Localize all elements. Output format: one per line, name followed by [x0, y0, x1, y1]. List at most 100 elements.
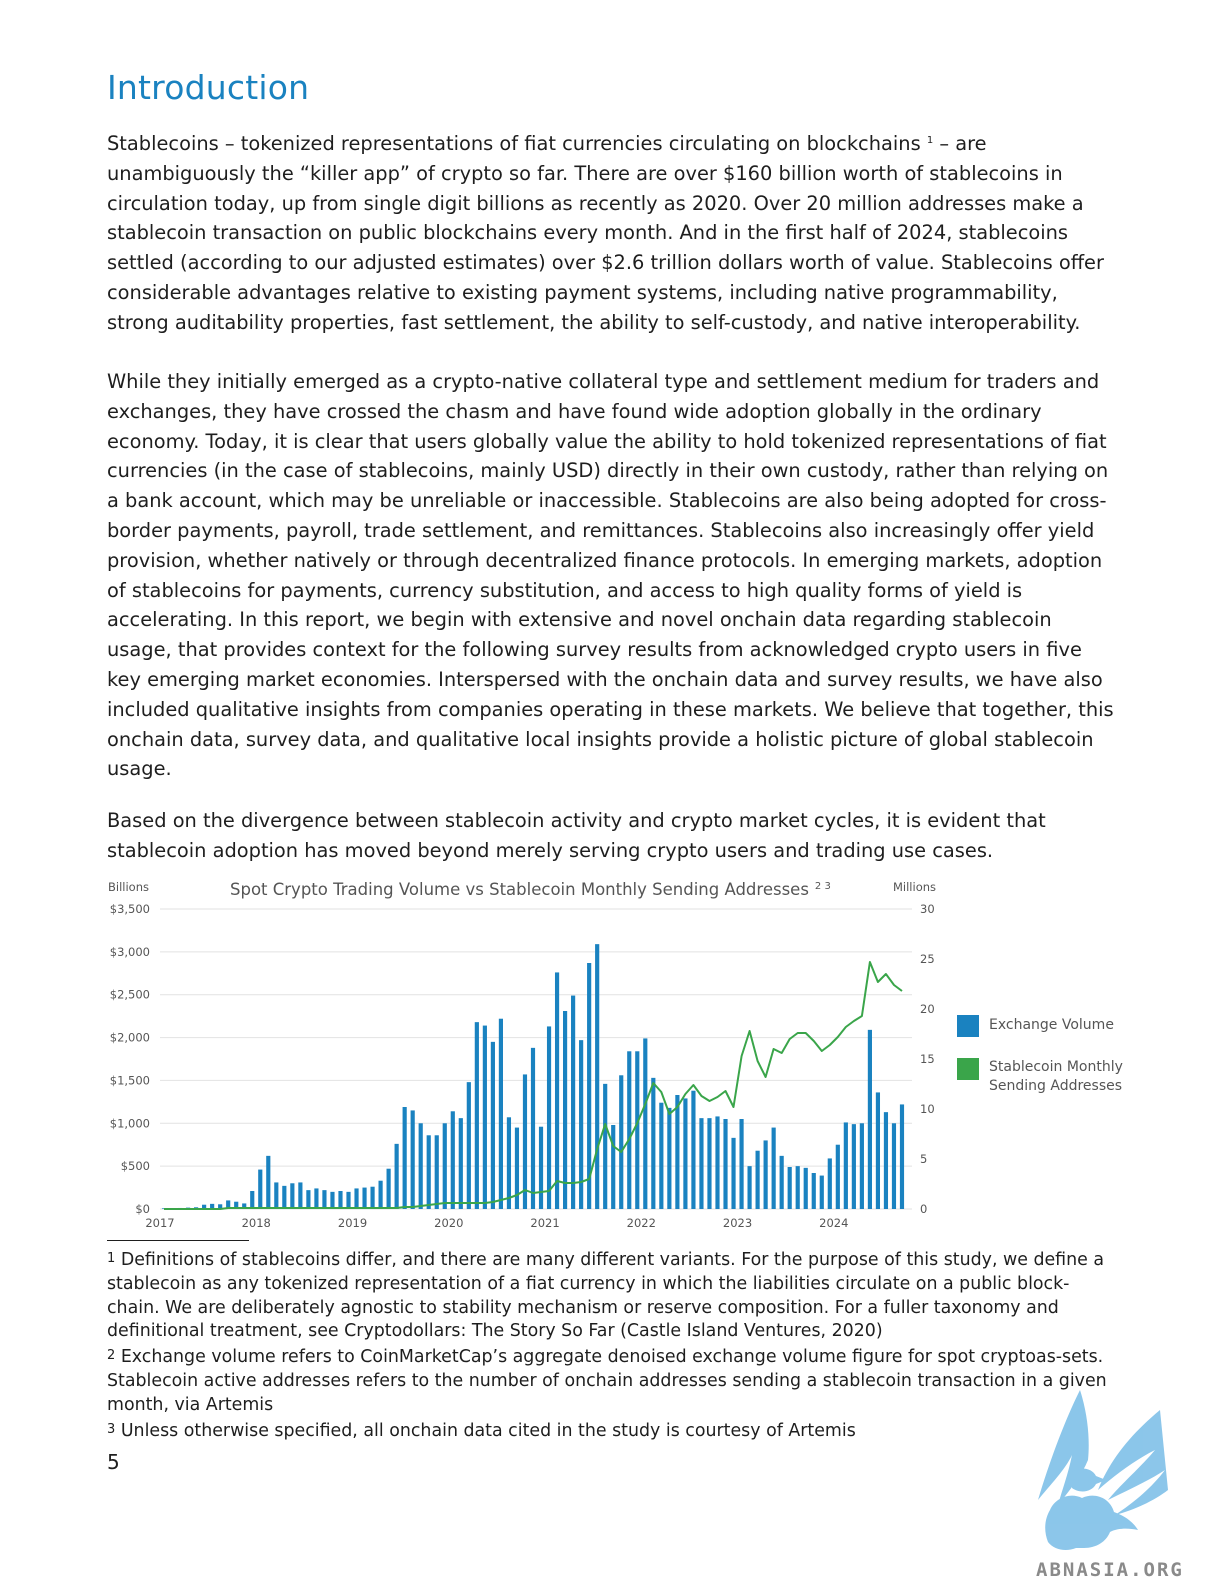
legend-swatch-exchange-volume [957, 1015, 979, 1037]
exchange-volume-bar [266, 1155, 271, 1209]
exchange-volume-bar [843, 1122, 848, 1209]
x-axis-tick-label: 2024 [819, 1216, 848, 1230]
exchange-volume-bar [579, 1040, 584, 1209]
stablecoin-addresses-line-path [164, 961, 903, 1210]
footnotes: 1 Definitions of stablecoins differ, and… [107, 1247, 1117, 1443]
left-axis-tick-label: $3,500 [110, 902, 150, 916]
exchange-volume-bar [795, 1166, 800, 1209]
exchange-volume-bar [803, 1167, 808, 1209]
stablecoin-addresses-line [164, 961, 903, 1210]
exchange-volume-bar [819, 1175, 824, 1209]
exchange-volume-bar [875, 1092, 881, 1209]
exchange-volume-bar [338, 1191, 343, 1209]
exchange-volume-bar [394, 1143, 399, 1209]
exchange-volume-bar [442, 1123, 447, 1209]
left-axis-tick-label: $500 [121, 1159, 150, 1173]
exchange-volume-bar [370, 1186, 375, 1209]
exchange-volume-bar [514, 1127, 520, 1209]
exchange-volume-bar [899, 1104, 905, 1209]
exchange-volume-bar [627, 1051, 632, 1209]
paragraph-adoption: While they initially emerged as a crypto… [107, 370, 1114, 781]
exchange-volume-bar [563, 1011, 568, 1209]
exchange-volume-bar [811, 1173, 816, 1209]
exchange-volume-bar [635, 1051, 640, 1209]
exchange-volume-bar [466, 1082, 471, 1209]
footnote-1-mark: 1 [107, 1251, 116, 1266]
exchange-volume-bar [643, 1038, 648, 1209]
exchange-volume-bar [691, 1090, 696, 1209]
exchange-volume-bar [306, 1190, 311, 1209]
left-axis-tick-label: $1,000 [110, 1116, 150, 1130]
exchange-volume-bar [891, 1123, 897, 1209]
exchange-volume-bar [723, 1119, 728, 1209]
legend-label-exchange-volume: Exchange Volume [989, 1017, 1114, 1033]
exchange-volume-bar [282, 1185, 287, 1209]
footnote-1: 1 Definitions of stablecoins differ, and… [107, 1247, 1117, 1344]
right-axis-tick-label: 15 [920, 1052, 935, 1066]
x-axis-tick-label: 2018 [242, 1216, 271, 1230]
exchange-volume-bar [859, 1123, 864, 1209]
exchange-volume-bar [546, 1026, 552, 1209]
x-axis-tick-label: 2023 [723, 1216, 752, 1230]
exchange-volume-bar [426, 1135, 431, 1209]
paragraph-intro-text-end: – are unambiguously the “killer app” of … [107, 132, 1104, 334]
exchange-volume-bar [595, 944, 600, 1209]
griffin-icon [1038, 1390, 1168, 1550]
exchange-volume-bar [883, 1112, 889, 1209]
exchange-volume-bar [675, 1095, 680, 1209]
watermark-logo: ABNASIA.ORG [1036, 1390, 1184, 1581]
x-axis-tick-label: 2019 [338, 1216, 367, 1230]
exchange-volume-bar [410, 1110, 415, 1209]
exchange-volume-bar [242, 1203, 247, 1209]
exchange-volume-bar [699, 1118, 704, 1209]
chart-legend: Exchange Volume Stablecoin Monthly Sendin… [957, 1015, 1123, 1094]
exchange-volume-bar [867, 1029, 872, 1209]
exchange-volume-bar [234, 1201, 239, 1209]
exchange-volume-bar [715, 1116, 720, 1209]
exchange-volume-bar [779, 1155, 784, 1209]
exchange-volume-bar [771, 1127, 776, 1209]
exchange-volume-bar [402, 1107, 407, 1209]
exchange-volume-bar [218, 1204, 223, 1209]
exchange-volume-bar [530, 1047, 536, 1209]
exchange-volume-bar [603, 1083, 608, 1209]
exchange-volume-bar [787, 1167, 792, 1209]
exchange-volume-bar [362, 1187, 367, 1209]
exchange-volume-bar [554, 972, 560, 1209]
paragraph-intro: Stablecoins – tokenized representations … [107, 129, 1117, 338]
exchange-volume-bar [763, 1140, 768, 1209]
footnote-ref-1[interactable]: 1 [926, 135, 934, 146]
exchange-volume-bar [418, 1123, 423, 1209]
watermark-text: ABNASIA.ORG [1036, 1559, 1184, 1581]
exchange-volume-bars [161, 944, 905, 1209]
page-number: 5 [107, 1450, 120, 1474]
exchange-volume-bar [498, 1018, 503, 1209]
page-title: Introduction [107, 68, 310, 107]
left-axis-tick-label: $1,500 [110, 1073, 150, 1087]
exchange-volume-bar [506, 1117, 512, 1209]
x-axis-tick-label: 2020 [434, 1216, 463, 1230]
exchange-volume-bar [851, 1124, 856, 1209]
legend-swatch-stablecoin-addresses [957, 1058, 979, 1080]
exchange-volume-bar [835, 1144, 840, 1209]
legend-label-stablecoin-line1: Stablecoin Monthly [989, 1059, 1123, 1075]
left-axis-tick-label: $3,000 [110, 945, 150, 959]
exchange-volume-bar [346, 1191, 351, 1209]
x-axis-tick-label: 2021 [530, 1216, 559, 1230]
exchange-volume-bar [490, 1041, 495, 1209]
footnote-3: 3 Unless otherwise specified, all onchai… [107, 1418, 1117, 1444]
exchange-volume-bar [210, 1203, 215, 1209]
right-axis-tick-label: 5 [920, 1152, 927, 1166]
exchange-volume-bar [258, 1169, 263, 1209]
exchange-volume-bar [330, 1191, 335, 1209]
exchange-volume-bar [434, 1135, 439, 1209]
chart-title-refs: 2 3 [815, 881, 831, 892]
exchange-volume-bar [683, 1098, 688, 1209]
right-axis-tick-label: 0 [920, 1202, 927, 1216]
right-axis-tick-label: 25 [920, 952, 935, 966]
left-axis-label: Billions [108, 880, 149, 894]
exchange-volume-bar [474, 1022, 479, 1209]
exchange-volume-bar [322, 1190, 327, 1209]
exchange-volume-bar [522, 1074, 528, 1209]
exchange-volume-bar [250, 1191, 255, 1209]
